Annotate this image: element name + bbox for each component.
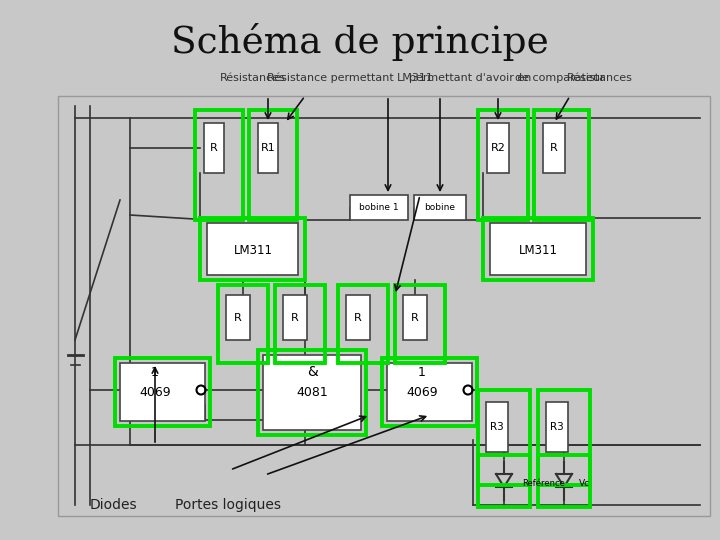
Text: LM311: LM311 xyxy=(518,244,557,256)
Bar xyxy=(534,110,589,220)
Bar xyxy=(258,123,278,173)
Text: R: R xyxy=(291,313,299,323)
Bar xyxy=(387,363,472,421)
Bar xyxy=(478,390,530,485)
Text: Portes logiques: Portes logiques xyxy=(175,498,281,512)
Bar xyxy=(218,285,268,363)
Bar xyxy=(543,123,565,173)
Text: Diodes: Diodes xyxy=(90,498,138,512)
Bar xyxy=(490,223,586,275)
Text: 4069: 4069 xyxy=(139,387,171,400)
Text: Résistances: Résistances xyxy=(220,73,286,83)
Text: 4069: 4069 xyxy=(406,387,438,400)
Text: permettant d'avoir en: permettant d'avoir en xyxy=(409,73,531,83)
Text: 4081: 4081 xyxy=(296,387,328,400)
Bar xyxy=(538,455,590,507)
Bar xyxy=(414,195,466,220)
Text: 1: 1 xyxy=(151,367,159,380)
Text: R: R xyxy=(210,143,218,153)
Bar xyxy=(263,355,361,430)
Bar xyxy=(207,223,298,275)
Bar xyxy=(395,285,445,363)
Text: 1: 1 xyxy=(418,367,426,380)
Bar xyxy=(382,358,477,426)
Bar xyxy=(120,363,205,421)
Bar xyxy=(258,350,366,435)
Bar xyxy=(538,390,590,485)
Bar xyxy=(338,285,388,363)
Text: R: R xyxy=(411,313,419,323)
Text: de comparateur: de comparateur xyxy=(516,73,605,83)
Bar xyxy=(350,195,408,220)
Bar xyxy=(200,218,305,280)
Bar xyxy=(195,110,243,220)
Text: Résistances: Résistances xyxy=(567,73,633,83)
Bar xyxy=(226,295,250,340)
Text: Résistance permettant: Résistance permettant xyxy=(266,73,393,83)
Bar xyxy=(487,123,509,173)
Text: R2: R2 xyxy=(490,143,505,153)
Text: R: R xyxy=(550,143,558,153)
Bar xyxy=(486,402,508,452)
Bar xyxy=(204,123,224,173)
Text: R3: R3 xyxy=(490,422,504,432)
Text: R: R xyxy=(354,313,362,323)
Text: bobine 1: bobine 1 xyxy=(359,204,399,213)
Bar xyxy=(249,110,297,220)
Bar xyxy=(403,295,427,340)
Bar xyxy=(275,285,325,363)
Text: LM311: LM311 xyxy=(233,244,272,256)
Text: R1: R1 xyxy=(261,143,275,153)
Text: Vc: Vc xyxy=(579,480,590,489)
Bar xyxy=(478,110,528,220)
Bar xyxy=(346,295,370,340)
Bar xyxy=(115,358,210,426)
Text: bobine: bobine xyxy=(425,204,456,213)
Bar xyxy=(478,455,530,507)
Bar xyxy=(546,402,568,452)
Text: LM311: LM311 xyxy=(397,73,433,83)
Bar xyxy=(283,295,307,340)
Bar xyxy=(58,96,710,516)
Text: Schéma de principe: Schéma de principe xyxy=(171,23,549,61)
Text: &: & xyxy=(307,365,318,379)
Text: R: R xyxy=(234,313,242,323)
Text: Reférence: Reférence xyxy=(522,480,565,489)
Text: R3: R3 xyxy=(550,422,564,432)
Bar xyxy=(483,218,593,280)
